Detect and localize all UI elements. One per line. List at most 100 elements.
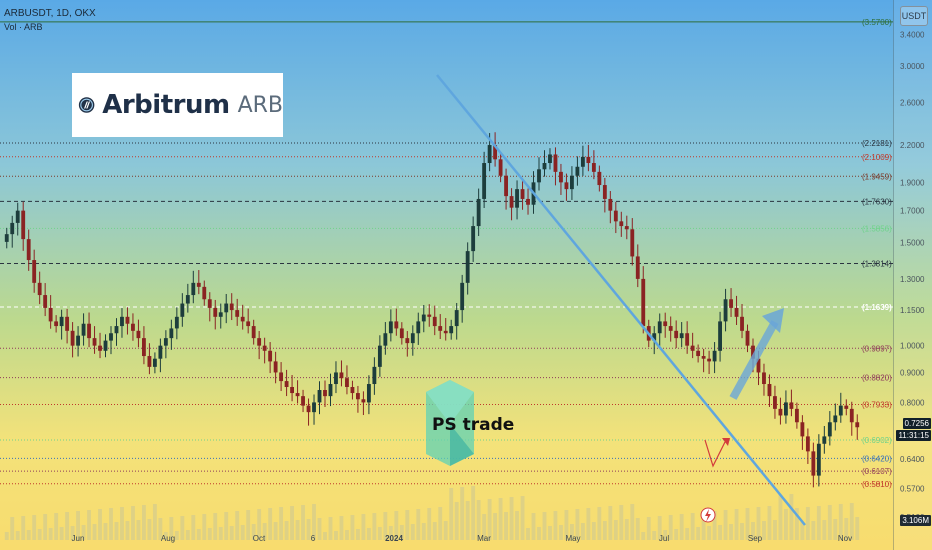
candle-body: [229, 303, 234, 311]
volume-bar: [70, 526, 75, 540]
candle-body: [328, 384, 333, 397]
volume-bar: [54, 513, 59, 540]
volume-bar: [317, 518, 322, 540]
candle-body: [674, 330, 679, 339]
candle-body: [849, 408, 854, 423]
volume-bar: [109, 508, 113, 540]
volume-bar: [163, 532, 168, 540]
candle-body: [251, 326, 256, 339]
candle-body: [98, 345, 102, 351]
candle-body: [526, 198, 530, 205]
volume-bar: [339, 516, 344, 540]
volume-bar: [191, 515, 196, 540]
ps-trade-watermark-icon: [426, 380, 474, 466]
y-tick-label: 3.4000: [900, 30, 925, 39]
volume-bar: [493, 513, 498, 540]
watermark-label: PS trade: [432, 415, 515, 435]
volume-bar: [624, 519, 629, 540]
level-label: (0.5810): [862, 480, 892, 489]
candle-body: [608, 198, 613, 211]
volume-bar: [509, 497, 514, 540]
volume-bar: [427, 508, 432, 540]
volume-bar: [811, 521, 816, 540]
candle-body: [548, 154, 552, 164]
candle-body: [663, 321, 668, 327]
volume-bar: [235, 511, 240, 540]
volume-bar: [630, 504, 635, 540]
volume-bar: [92, 524, 97, 540]
candle-body: [586, 156, 591, 164]
candle-body: [339, 372, 344, 379]
candle-body: [356, 393, 360, 400]
volume-bar: [504, 512, 508, 540]
volume-bar: [4, 532, 9, 540]
volume-bar: [723, 510, 728, 540]
y-tick-label: 1.5000: [900, 238, 925, 247]
candle-body: [762, 372, 766, 385]
candle-body: [136, 330, 141, 339]
volume-bar: [849, 503, 854, 540]
candle-body: [312, 402, 316, 413]
candle-body: [729, 299, 733, 308]
volume-bar: [482, 514, 487, 540]
candle-body: [844, 405, 849, 409]
volume-bar: [388, 526, 393, 540]
candle-body: [460, 282, 465, 311]
candle-body: [109, 333, 113, 341]
volume-bar: [767, 506, 772, 540]
volume-bar: [756, 507, 761, 540]
logo-ticker: ARB: [237, 92, 283, 118]
candle-body: [394, 321, 399, 329]
scenario-arrowhead: [722, 438, 730, 446]
candle-body: [114, 326, 119, 334]
candle-body: [15, 210, 20, 223]
logo-name: Arbitrum: [102, 90, 230, 120]
candle-body: [822, 436, 827, 444]
candle-body: [564, 182, 569, 190]
volume-bar: [449, 488, 454, 540]
candle-body: [855, 422, 860, 428]
candle-body: [70, 330, 75, 346]
volume-bar: [608, 506, 613, 540]
volume-bar: [816, 506, 821, 540]
candle-body: [580, 156, 585, 167]
candle-body: [388, 321, 393, 334]
candle-body: [465, 251, 470, 283]
volume-bar: [26, 530, 31, 540]
y-tick-label: 3.0000: [900, 62, 925, 71]
currency-selector[interactable]: USDT: [900, 6, 928, 26]
candle-body: [43, 295, 48, 308]
volume-bar: [690, 513, 695, 540]
volume-bar: [652, 531, 657, 540]
candle-body: [794, 408, 799, 423]
volume-bar: [114, 522, 119, 540]
volume-bar: [224, 512, 229, 540]
volume-bar: [646, 517, 651, 540]
arbitrum-logo: Arbitrum ARB: [72, 73, 283, 137]
volume-bar: [564, 510, 569, 540]
candle-body: [515, 189, 519, 208]
y-tick-label: 0.5700: [900, 485, 925, 494]
candle-body: [696, 350, 701, 357]
candle-body: [180, 303, 185, 317]
level-label: (0.6107): [862, 467, 892, 476]
volume-bar: [520, 496, 525, 540]
volume-bar: [377, 527, 382, 540]
candle-body: [476, 198, 481, 227]
level-label: (0.8820): [862, 374, 892, 383]
volume-bar: [432, 522, 437, 540]
candle-body: [652, 333, 657, 341]
volume-bar: [240, 525, 245, 540]
candle-body: [4, 234, 9, 242]
y-tick-label: 2.6000: [900, 99, 925, 108]
volume-bar: [202, 514, 207, 540]
candle-body: [838, 405, 843, 416]
volume-bar: [827, 505, 832, 540]
volume-bar: [641, 532, 646, 540]
volume-bar: [301, 505, 305, 540]
candle-body: [213, 307, 218, 317]
candle-body: [273, 361, 278, 373]
candle-body: [498, 159, 503, 176]
volume-bar: [526, 528, 530, 540]
